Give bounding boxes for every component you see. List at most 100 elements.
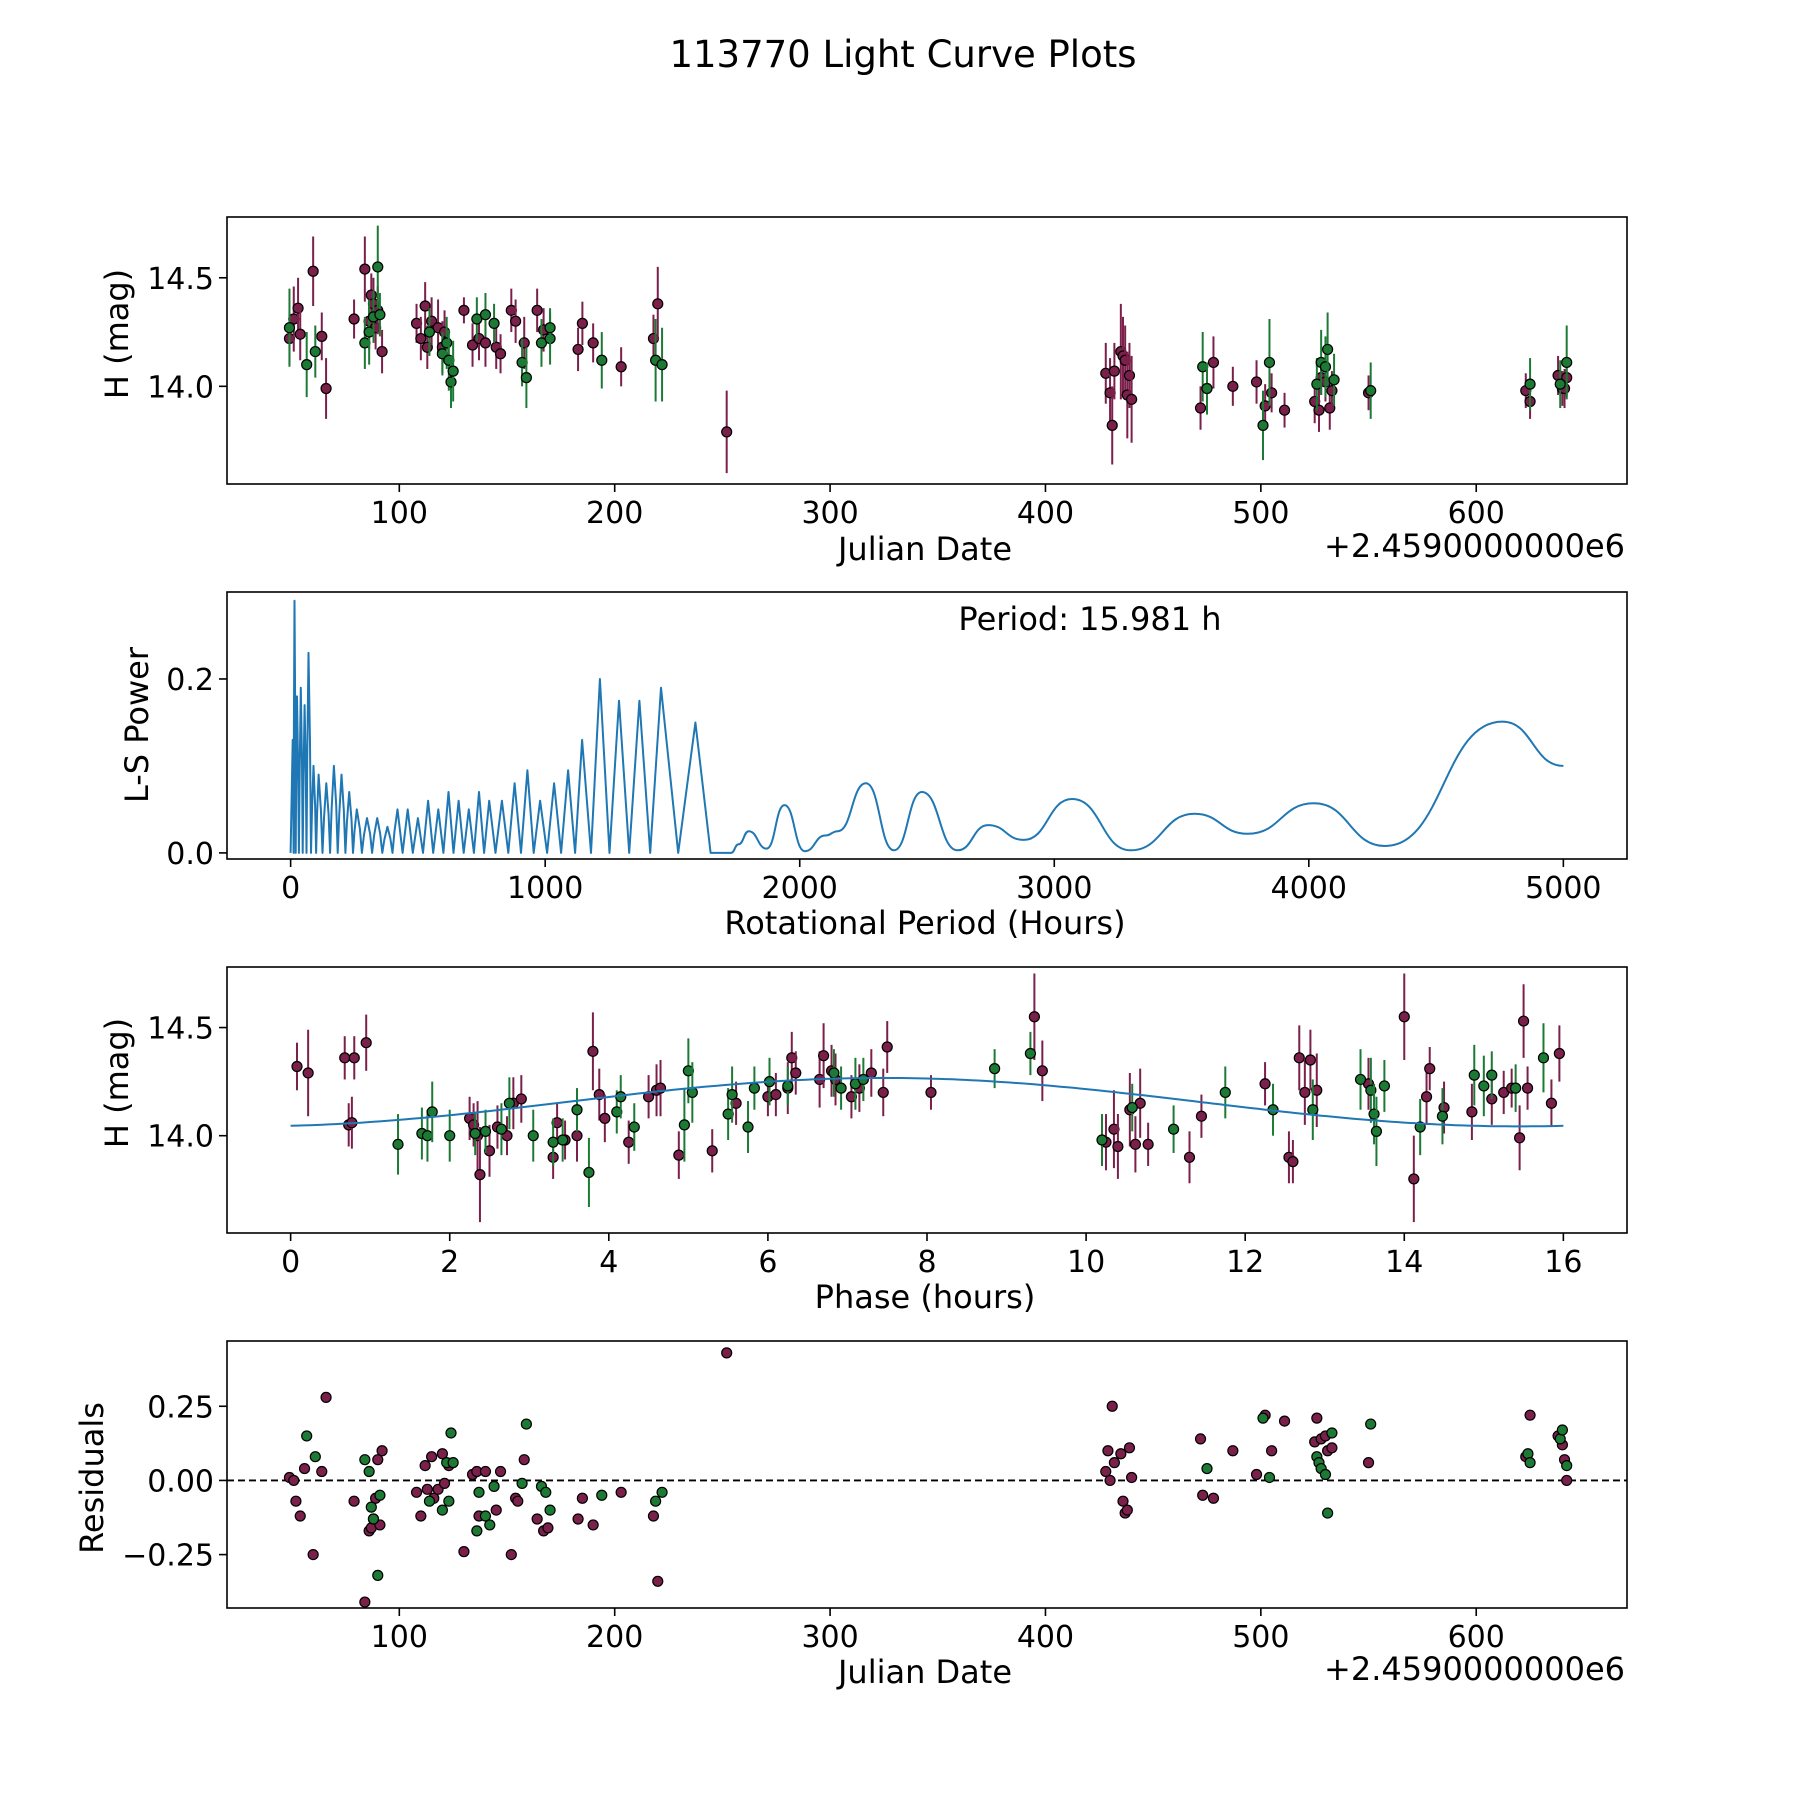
phased-point bbox=[611, 1106, 623, 1118]
residuals-point bbox=[436, 1504, 448, 1516]
lightcurve-point bbox=[415, 332, 427, 345]
residuals-point bbox=[372, 1569, 384, 1581]
lightcurve-xlabel: Julian Date bbox=[836, 530, 1012, 568]
phased-point bbox=[444, 1130, 456, 1142]
lightcurve-point bbox=[1263, 356, 1276, 369]
residuals-point bbox=[576, 1492, 588, 1504]
periodogram-series-line bbox=[289, 599, 1564, 854]
residuals-point bbox=[512, 1495, 524, 1507]
phased-point bbox=[479, 1125, 492, 1137]
phased-point bbox=[599, 1112, 611, 1124]
lightcurve-point bbox=[471, 313, 483, 325]
residuals-point bbox=[1250, 1468, 1263, 1481]
residuals-point bbox=[1524, 1409, 1536, 1421]
residuals-point bbox=[374, 1489, 386, 1501]
residuals-point bbox=[1322, 1507, 1334, 1519]
residuals-point bbox=[419, 1459, 431, 1472]
phased-point bbox=[782, 1080, 794, 1092]
residuals-point bbox=[1319, 1468, 1332, 1481]
residuals-point bbox=[1126, 1471, 1138, 1484]
residuals-point bbox=[1102, 1445, 1114, 1457]
phased-xtick-label: 4 bbox=[599, 1245, 618, 1280]
periodogram-xtick-label: 0 bbox=[281, 871, 300, 906]
lightcurve-point bbox=[518, 337, 530, 349]
residuals-point bbox=[1194, 1433, 1207, 1445]
phased-point bbox=[1195, 1110, 1208, 1122]
lightcurve-point bbox=[1524, 378, 1536, 390]
phased-point bbox=[469, 1127, 481, 1140]
residuals-point bbox=[1115, 1448, 1127, 1460]
phased-point bbox=[1436, 1110, 1449, 1122]
phased-point bbox=[360, 1037, 372, 1049]
lightcurve-point bbox=[372, 261, 384, 273]
residuals-point bbox=[1278, 1415, 1291, 1427]
residuals-point bbox=[1365, 1418, 1377, 1430]
residuals-point bbox=[316, 1465, 328, 1478]
lightcurve-point bbox=[576, 317, 588, 329]
lightcurve-point bbox=[423, 326, 436, 338]
phased-point bbox=[1553, 1047, 1565, 1060]
phased-point bbox=[682, 1065, 694, 1077]
phased-point bbox=[426, 1106, 438, 1118]
lightcurve-offset-text: +2.4590000000e6 bbox=[1324, 527, 1625, 565]
phased-point bbox=[1370, 1125, 1383, 1137]
phased-point bbox=[1354, 1073, 1367, 1086]
residuals-point bbox=[1362, 1457, 1375, 1469]
phased-point bbox=[1299, 1086, 1311, 1099]
phased-point bbox=[673, 1149, 685, 1161]
phased-point bbox=[748, 1082, 760, 1094]
residuals-point bbox=[307, 1548, 319, 1561]
residuals-point bbox=[647, 1510, 660, 1522]
residuals-point bbox=[1311, 1412, 1323, 1424]
phased-point bbox=[1024, 1047, 1037, 1060]
phased-xtick-label: 0 bbox=[281, 1245, 300, 1280]
phased-point bbox=[483, 1145, 496, 1157]
phased-point bbox=[1142, 1138, 1154, 1150]
phased-point bbox=[339, 1052, 351, 1064]
lightcurve-point bbox=[1554, 378, 1566, 390]
phased-point bbox=[623, 1136, 635, 1148]
phased-point bbox=[845, 1091, 858, 1103]
residuals-point bbox=[372, 1454, 384, 1466]
residuals-point bbox=[520, 1418, 532, 1430]
residuals-point bbox=[301, 1430, 313, 1442]
residuals-point bbox=[447, 1457, 459, 1469]
phased-point bbox=[1183, 1151, 1196, 1163]
residuals-point bbox=[288, 1474, 300, 1487]
phased-point bbox=[1036, 1065, 1048, 1077]
residuals-point bbox=[587, 1519, 599, 1531]
residuals-xtick-label: 600 bbox=[1448, 1620, 1505, 1655]
lightcurve-point bbox=[1201, 382, 1213, 395]
phased-point bbox=[1219, 1086, 1231, 1099]
residuals-point bbox=[656, 1486, 668, 1498]
lightcurve-point bbox=[721, 426, 733, 438]
phased-point bbox=[1521, 1082, 1534, 1094]
lightcurve-point bbox=[510, 315, 522, 327]
lightcurve-ytick-label: 14.5 bbox=[147, 262, 214, 297]
phased-point bbox=[557, 1134, 569, 1146]
periodogram-ytick-label: 0.0 bbox=[166, 837, 214, 872]
residuals-xtick-label: 300 bbox=[801, 1620, 858, 1655]
residuals-point bbox=[596, 1489, 608, 1501]
lightcurve-point bbox=[1106, 419, 1118, 431]
residuals-point bbox=[484, 1519, 496, 1531]
phased-point bbox=[348, 1052, 360, 1064]
phased-point bbox=[1307, 1104, 1319, 1116]
lightcurve-xtick-label: 400 bbox=[1017, 496, 1074, 531]
phased-point bbox=[770, 1088, 782, 1101]
residuals-point bbox=[320, 1391, 332, 1403]
lightcurve-point bbox=[1126, 393, 1138, 405]
phased-point bbox=[583, 1166, 595, 1179]
phased-point bbox=[1126, 1101, 1138, 1114]
phased-point bbox=[881, 1041, 893, 1053]
lightcurve-point bbox=[587, 337, 599, 349]
phased-point bbox=[1466, 1106, 1478, 1118]
phased-point bbox=[1398, 1011, 1410, 1023]
lightcurve-ylabel: H (mag) bbox=[98, 269, 136, 399]
residuals-point bbox=[1257, 1412, 1269, 1424]
phased-point bbox=[877, 1086, 889, 1099]
phased-point bbox=[527, 1130, 539, 1142]
residuals-point bbox=[721, 1347, 733, 1359]
lightcurve-frame bbox=[226, 216, 1628, 485]
phased-point bbox=[1545, 1097, 1558, 1109]
